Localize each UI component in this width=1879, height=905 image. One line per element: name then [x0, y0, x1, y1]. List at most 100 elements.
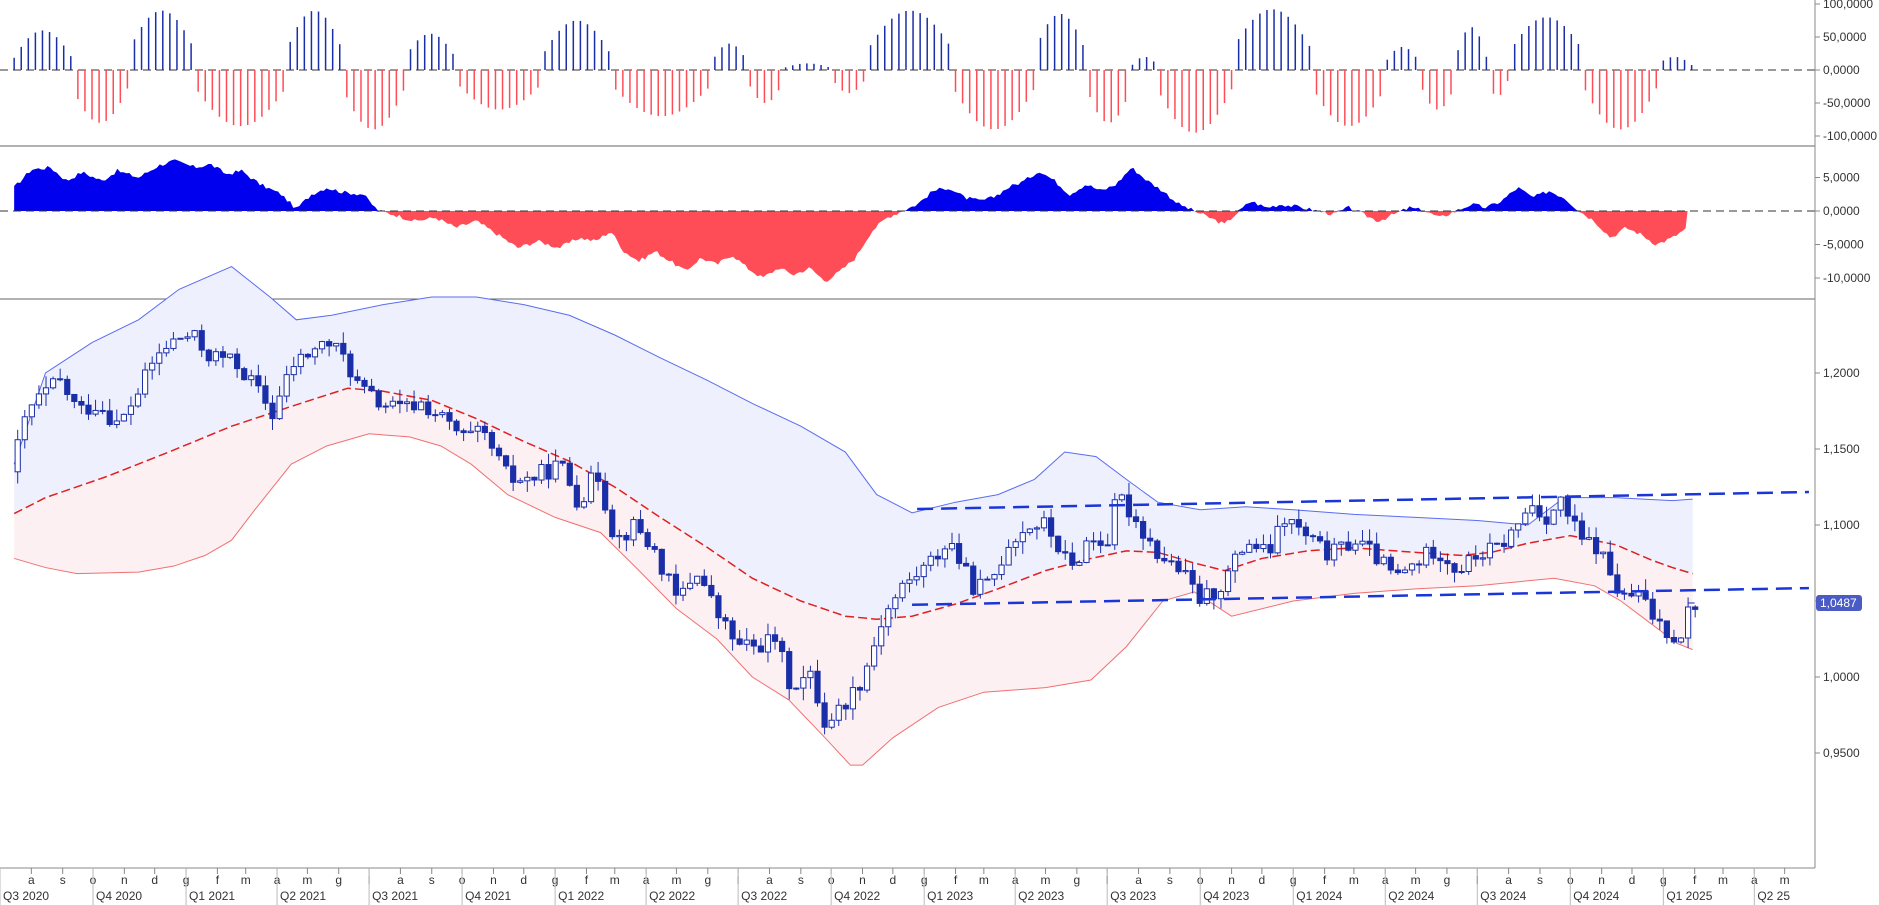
candle-body [92, 409, 99, 415]
candle-body [658, 548, 665, 575]
candle-body [474, 425, 481, 432]
candle-body [1670, 636, 1678, 643]
candle-body [927, 555, 934, 566]
candle-body [594, 472, 602, 482]
x-quarter-label: Q4 2020 [96, 889, 142, 903]
top-y-tick-label: 50,0000 [1823, 30, 1867, 44]
candle-body [771, 634, 779, 642]
candle-body [205, 349, 212, 362]
x-month-label: m [671, 873, 681, 887]
candle-body [127, 405, 135, 415]
candle-body [1217, 591, 1225, 600]
candle-body [28, 404, 35, 418]
x-month-label: d [151, 873, 158, 887]
candle-body [793, 687, 800, 690]
x-month-label: n [121, 873, 128, 887]
candle-body [1408, 563, 1416, 571]
candle-body [573, 484, 580, 508]
last-price-badge: 1,0487 [1816, 594, 1862, 611]
x-month-label: n [490, 873, 497, 887]
candle-body [764, 634, 772, 653]
candle-body [1055, 535, 1062, 553]
candle-body [1331, 543, 1338, 561]
candle-body [1345, 541, 1352, 551]
candle-body [333, 342, 340, 347]
candle-body [722, 617, 729, 622]
candle-body [354, 376, 361, 381]
candle-body [481, 425, 488, 434]
candle-body [1154, 540, 1161, 559]
candle-body [665, 573, 672, 576]
candle-body [78, 400, 85, 406]
candle-body [948, 543, 956, 550]
candle-body [396, 400, 404, 405]
candle-body [1578, 520, 1586, 540]
candle-body [552, 460, 559, 480]
x-month-label: g [704, 873, 711, 887]
x-quarter-label: Q2 25 [1757, 889, 1790, 903]
oscillator-panel-top: 100,0000 50,0000 0,0000 -50,0000 -100,0000 [0, 0, 1877, 143]
candle-body [524, 476, 531, 482]
candle-body [1430, 546, 1437, 559]
x-month-label: m [610, 873, 620, 887]
x-quarter-label: Q1 2022 [558, 889, 604, 903]
candle-body [807, 670, 814, 679]
candle-body [920, 564, 927, 578]
candle-body [1139, 521, 1147, 539]
x-month-label: s [798, 873, 804, 887]
candle-body [1465, 555, 1472, 573]
candle-body [71, 393, 78, 402]
candle-body [1267, 544, 1274, 554]
top-y-tick-label: 0,0000 [1823, 63, 1860, 77]
candle-body [566, 462, 573, 486]
x-quarter-label: Q1 2021 [189, 889, 235, 903]
x-month-label: d [889, 873, 896, 887]
candle-body [1309, 535, 1317, 538]
candle-body [1529, 505, 1536, 514]
candle-body [1352, 543, 1359, 551]
candle-body [389, 400, 396, 407]
candle-body [510, 465, 517, 483]
candle-body [1168, 560, 1175, 563]
candle-body [1047, 517, 1055, 537]
candle-body [729, 620, 736, 640]
candle-body [814, 670, 821, 704]
candle-body [453, 420, 460, 432]
candle-body [630, 519, 637, 541]
candle-body [134, 393, 142, 407]
candle-body [64, 378, 71, 395]
x-month-label: f [954, 873, 958, 887]
candle-body [1401, 569, 1409, 574]
x-month-label: g [1444, 873, 1451, 887]
candle-body [141, 369, 149, 395]
candle-body [1125, 494, 1133, 518]
candle-body [318, 341, 326, 350]
candle-body [821, 702, 828, 728]
candle-body [340, 342, 347, 355]
x-quarter-label: Q3 2024 [1480, 889, 1526, 903]
x-quarter-label: Q2 2021 [280, 889, 326, 903]
candle-body [1097, 540, 1104, 546]
candle-body [1040, 517, 1048, 529]
candle-body [35, 393, 43, 406]
x-month-label: m [1780, 873, 1790, 887]
price-y-tick-label: 1,1500 [1823, 442, 1860, 456]
middle-y-tick-label: 0,0000 [1823, 204, 1860, 218]
top-y-axis: 100,0000 50,0000 0,0000 -50,0000 -100,0000 [1815, 0, 1877, 143]
bollinger-upper-fill [14, 266, 1693, 620]
candle-body [1677, 637, 1685, 643]
price-y-tick-label: 0,9500 [1823, 746, 1860, 760]
candle-body [446, 412, 453, 422]
bollinger-lower-line [14, 433, 1693, 766]
candle-body [1069, 552, 1076, 566]
candle-body [1663, 620, 1670, 638]
candle-body [672, 573, 680, 596]
oscillator-panel-middle: 5,0000 0,0000 -5,0000 -10,0000 [0, 159, 1871, 285]
candle-body [326, 341, 333, 347]
candle-body [248, 375, 255, 381]
x-month-label: g [1074, 873, 1081, 887]
candle-body [1019, 532, 1026, 543]
candle-body [736, 638, 743, 645]
candle-body [538, 464, 545, 481]
candle-body [913, 576, 920, 581]
